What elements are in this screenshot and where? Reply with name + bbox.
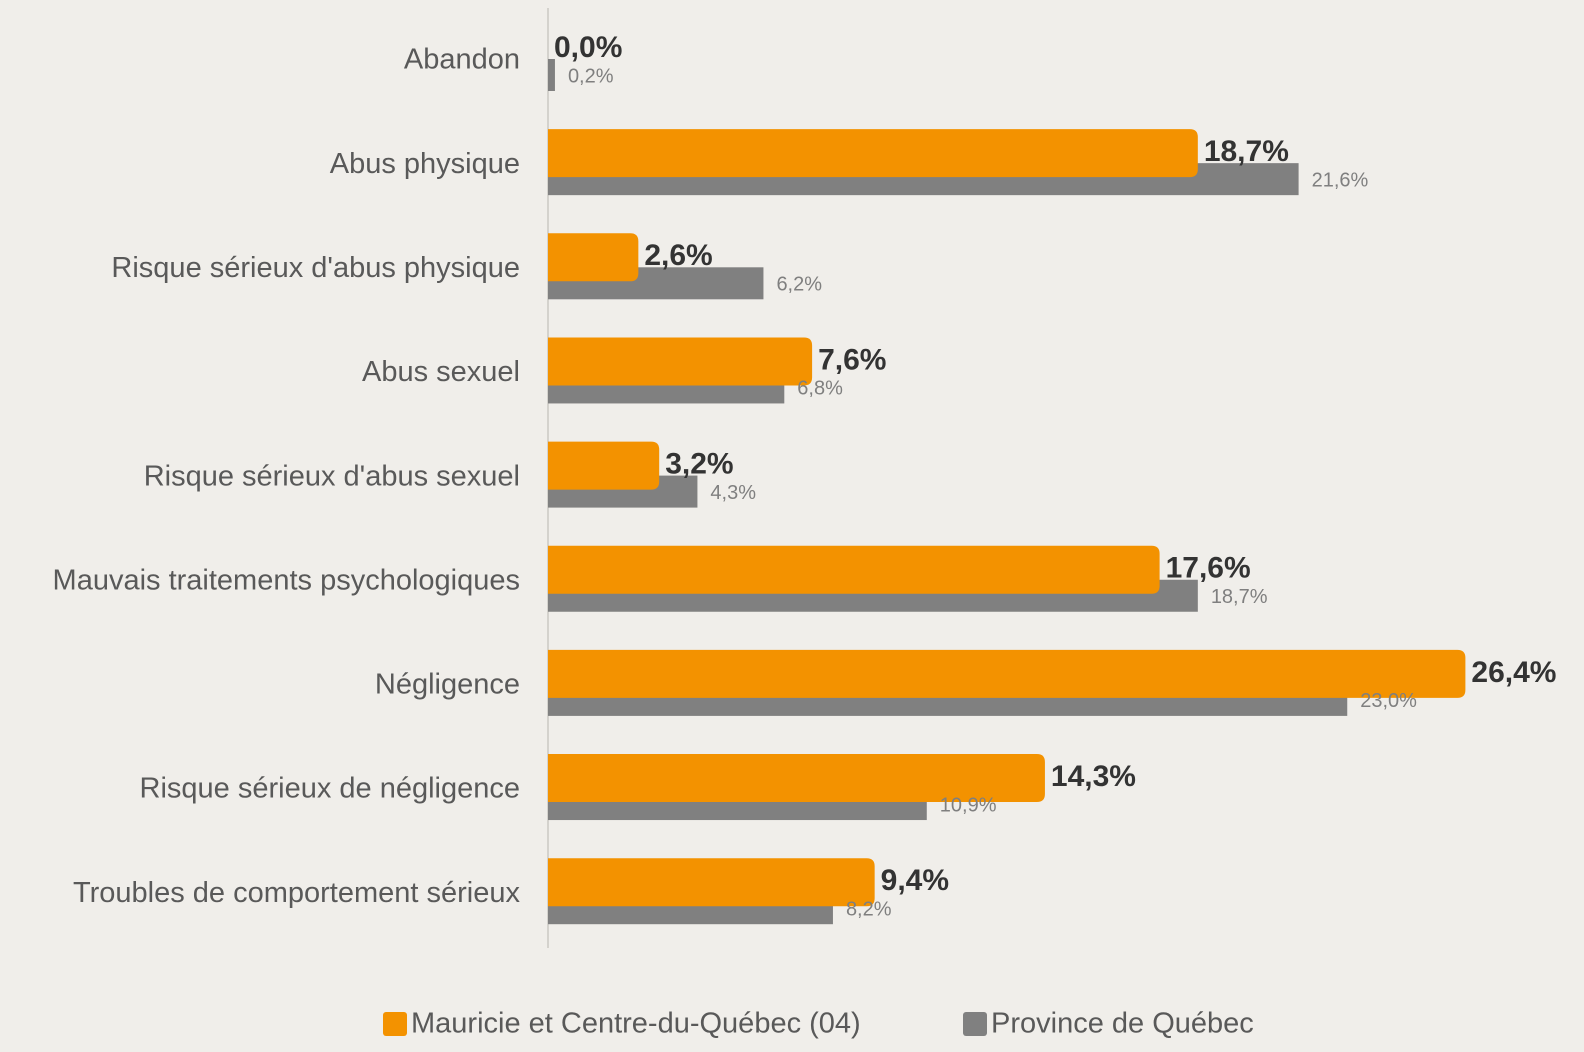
category-label: Abus sexuel [362, 356, 520, 388]
value-label: 4,3% [710, 482, 756, 504]
category-label: Risque sérieux de négligence [140, 773, 520, 805]
category-label: Abus physique [330, 148, 520, 180]
value-label: 8,2% [846, 898, 892, 920]
value-label: 6,8% [797, 378, 843, 400]
category-label: Négligence [375, 669, 520, 701]
category-label: Mauvais traitements psychologiques [53, 564, 520, 596]
category-label: Risque sérieux d'abus physique [111, 252, 520, 284]
value-label: 18,7% [1211, 586, 1268, 608]
value-label: 26,4% [1471, 656, 1556, 689]
value-label: 3,2% [665, 448, 733, 481]
value-label: 21,6% [1312, 169, 1369, 191]
bar [548, 441, 660, 490]
value-label: 9,4% [881, 864, 949, 897]
value-label: 2,6% [644, 239, 712, 272]
value-label: 6,2% [776, 274, 822, 296]
legend-swatch [383, 1012, 407, 1036]
value-label: 0,2% [568, 65, 614, 87]
value-label: 0,0% [554, 31, 622, 64]
bar [548, 545, 1160, 594]
value-label: 10,9% [940, 794, 997, 816]
bar [548, 129, 1198, 178]
value-label: 17,6% [1166, 552, 1251, 585]
legend-label: Mauricie et Centre-du-Québec (04) [411, 1008, 861, 1040]
bar [548, 233, 639, 282]
value-label: 23,0% [1360, 690, 1417, 712]
legend-label: Province de Québec [991, 1008, 1254, 1040]
category-label: Risque sérieux d'abus sexuel [144, 460, 520, 492]
bar [548, 754, 1045, 803]
value-label: 14,3% [1051, 760, 1136, 793]
bar [548, 59, 555, 91]
bar [548, 337, 813, 386]
category-label: Troubles de comportement sérieux [73, 877, 521, 909]
bar [548, 858, 875, 907]
value-label: 18,7% [1204, 135, 1289, 168]
legend-swatch [963, 1012, 987, 1036]
value-label: 7,6% [818, 343, 886, 376]
bar [548, 649, 1466, 698]
category-label: Abandon [404, 44, 520, 76]
